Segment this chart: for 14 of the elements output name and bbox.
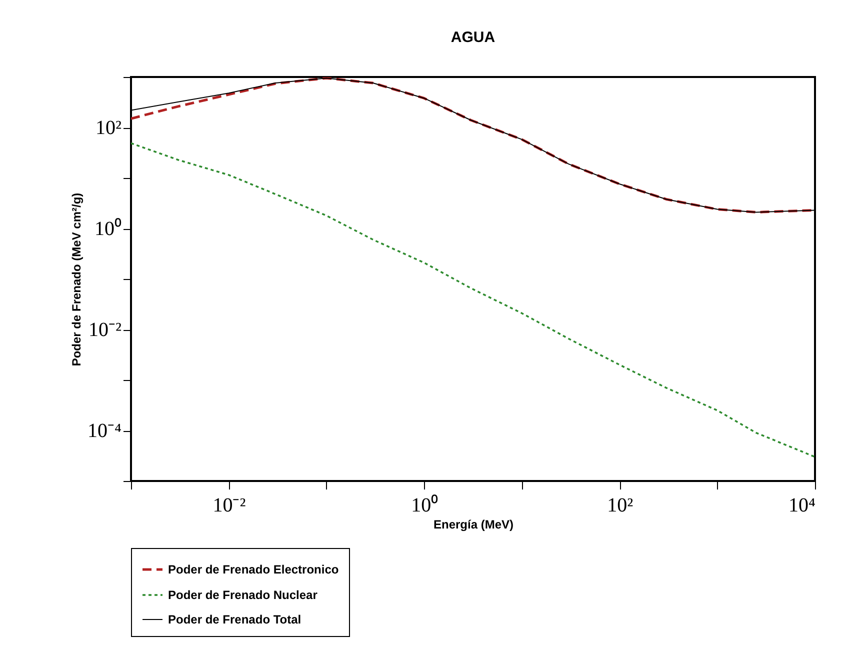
- legend-label: Poder de Frenado Electronico: [168, 562, 339, 576]
- legend-label: Poder de Frenado Nuclear: [168, 588, 318, 602]
- x-tick-label: 10⁻²: [212, 494, 246, 516]
- y-tick-label: 10⁻²: [88, 319, 122, 341]
- x-tick-label: 10⁰: [411, 494, 438, 516]
- chart-title: AGUA: [450, 29, 496, 46]
- y-tick-label: 10⁻⁴: [88, 420, 122, 442]
- y-tick-label: 10²: [96, 117, 122, 139]
- legend-label: Poder de Frenado Total: [168, 612, 302, 626]
- x-tick-label: 10²: [607, 494, 634, 516]
- y-tick-label: 10⁰: [94, 217, 122, 240]
- x-axis-title: Energía (MeV): [433, 518, 514, 532]
- x-tick-label: 10⁴: [788, 494, 816, 516]
- y-axis-title: Poder de Frenado (MeV cm²/g): [70, 192, 84, 366]
